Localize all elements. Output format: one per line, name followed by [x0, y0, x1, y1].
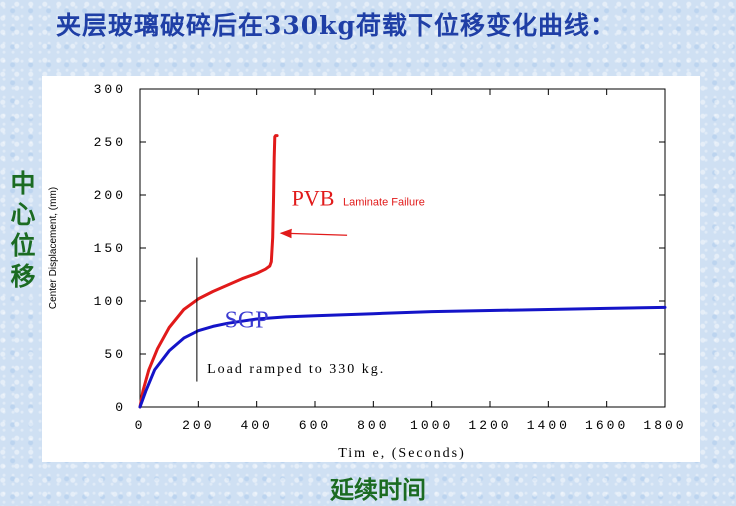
- chart-panel: 0 50 100 150 200 250 300 0 200 400 600 800 1000 1200…: [42, 76, 700, 462]
- series-layer: [138, 134, 667, 409]
- y-tick-label: 50: [104, 347, 126, 362]
- x-tick-label: 800: [357, 418, 389, 433]
- y-axis-label-chinese: 中心位移: [10, 169, 36, 291]
- y-tick-label: 0: [115, 400, 126, 415]
- displacement-chart: 0 50 100 150 200 250 300 0 200 400 600 800 1000 1200…: [48, 82, 686, 461]
- x-axis-title: Tim e, (Seconds): [338, 446, 466, 461]
- pvb-failure-note: Laminate Failure: [343, 197, 425, 209]
- page-title: 夹层玻璃破碎后在330kg荷载下位移变化曲线：: [56, 11, 616, 40]
- x-tick-label: 1200: [468, 418, 511, 433]
- plot-area-frame: [139, 88, 666, 408]
- load-note: Load ramped to 330 kg.: [207, 362, 385, 377]
- x-tick-label: 1000: [410, 418, 453, 433]
- x-tick-label: 600: [299, 418, 331, 433]
- y-tick-label: 250: [94, 135, 126, 150]
- y-tick-label: 150: [94, 241, 126, 256]
- y-tick-label: 100: [94, 294, 126, 309]
- x-axis-label-chinese: 延续时间: [330, 475, 426, 504]
- y-axis: 0 50 100 150 200 250 300: [94, 82, 665, 415]
- x-tick-label: 200: [182, 418, 214, 433]
- pvb-label: PVB Laminate Failure: [292, 186, 425, 211]
- y-tick-label: 300: [94, 82, 126, 97]
- sgp-label: SGP: [225, 308, 269, 334]
- pvb-failure-arrow: [279, 228, 348, 239]
- pvb-label-name: PVB: [292, 186, 335, 211]
- x-tick-label: 1600: [585, 418, 628, 433]
- series-line-pvb: [138, 134, 279, 409]
- x-tick-label: 1400: [527, 418, 570, 433]
- series-line-sgp: [138, 305, 667, 409]
- y-tick-label: 200: [94, 188, 126, 203]
- x-tick-label: 0: [135, 418, 146, 433]
- y-axis-title: Center Displacement, (mm): [48, 187, 59, 309]
- x-tick-label: 400: [240, 418, 272, 433]
- x-tick-label: 1800: [643, 418, 686, 433]
- x-axis: 0 200 400 600 800 1000 1200 1400 1600 1800: [135, 89, 686, 433]
